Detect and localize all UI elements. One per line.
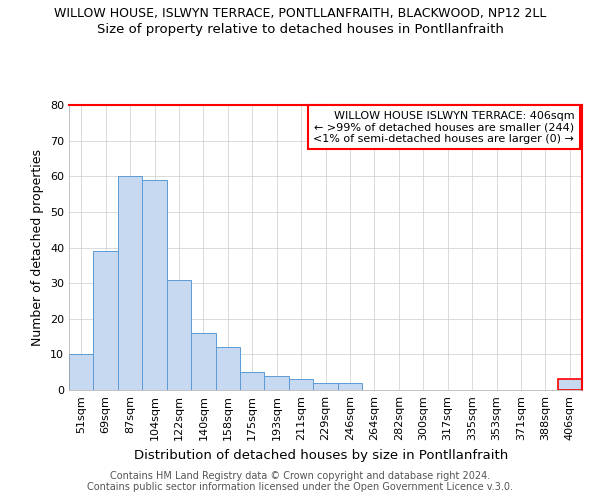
Bar [338, 383, 362, 390]
Bar [142, 180, 167, 390]
Bar [240, 372, 265, 390]
Bar [265, 376, 289, 390]
Bar [289, 380, 313, 390]
Text: WILLOW HOUSE, ISLWYN TERRACE, PONTLLANFRAITH, BLACKWOOD, NP12 2LL: WILLOW HOUSE, ISLWYN TERRACE, PONTLLANFR… [54, 8, 546, 20]
Bar [215, 347, 240, 390]
Text: Size of property relative to detached houses in Pontllanfraith: Size of property relative to detached ho… [97, 22, 503, 36]
Bar [191, 333, 215, 390]
Bar [557, 380, 582, 390]
Text: WILLOW HOUSE ISLWYN TERRACE: 406sqm
← >99% of detached houses are smaller (244)
: WILLOW HOUSE ISLWYN TERRACE: 406sqm ← >9… [313, 110, 574, 144]
Bar [94, 251, 118, 390]
Bar [167, 280, 191, 390]
Text: Contains public sector information licensed under the Open Government Licence v.: Contains public sector information licen… [87, 482, 513, 492]
Bar [118, 176, 142, 390]
Text: Distribution of detached houses by size in Pontllanfraith: Distribution of detached houses by size … [134, 448, 508, 462]
Y-axis label: Number of detached properties: Number of detached properties [31, 149, 44, 346]
Bar [313, 383, 338, 390]
Text: Contains HM Land Registry data © Crown copyright and database right 2024.: Contains HM Land Registry data © Crown c… [110, 471, 490, 481]
Bar [69, 354, 94, 390]
